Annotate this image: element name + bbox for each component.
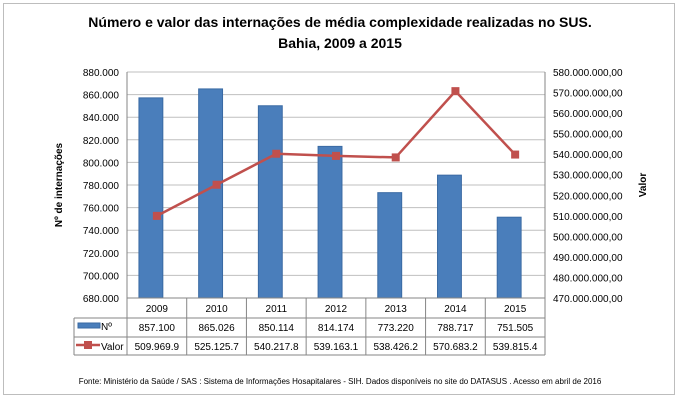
line-marker bbox=[212, 180, 221, 189]
y-tick-label: 860.000 bbox=[83, 91, 120, 102]
y-tick-label: 840.000 bbox=[83, 113, 120, 124]
line-marker bbox=[272, 149, 281, 158]
y-axis-label: Nº de internações bbox=[54, 142, 65, 227]
table-value-n: 788.717 bbox=[437, 323, 474, 334]
table-value-valor: 540.217.8 bbox=[254, 342, 299, 353]
chart-subtitle: Bahia, 2009 a 2015 bbox=[278, 35, 402, 51]
y2-tick-label: 540.000.000,00 bbox=[553, 150, 623, 161]
table-value-n: 865.026 bbox=[198, 323, 235, 334]
table-value-n: 773.220 bbox=[378, 323, 415, 334]
table-value-n: 751.505 bbox=[497, 323, 534, 334]
y-tick-label: 740.000 bbox=[83, 226, 120, 237]
legend-bar-key bbox=[77, 322, 101, 329]
y-tick-label: 880.000 bbox=[83, 68, 120, 79]
y2-tick-label: 510.000.000,00 bbox=[553, 212, 623, 223]
y2-tick-label: 580.000.000,00 bbox=[553, 68, 623, 79]
table-value-valor: 525.125.7 bbox=[194, 342, 239, 353]
legend-label-n: Nº bbox=[101, 322, 112, 333]
bar bbox=[317, 145, 343, 299]
line-marker bbox=[391, 153, 400, 162]
x-tick-label: 2009 bbox=[146, 304, 169, 315]
x-tick-label: 2010 bbox=[205, 304, 228, 315]
x-tick-label: 2012 bbox=[325, 304, 348, 315]
y2-tick-label: 550.000.000,00 bbox=[553, 130, 623, 141]
y-tick-label: 700.000 bbox=[83, 271, 120, 282]
legend-label-valor: Valor bbox=[101, 342, 124, 353]
line-marker bbox=[332, 151, 340, 160]
y-tick-label: 680.000 bbox=[83, 294, 120, 305]
x-tick-label: 2011 bbox=[266, 304, 288, 315]
y2-tick-label: 560.000.000,00 bbox=[553, 109, 623, 120]
y-tick-label: 800.000 bbox=[83, 158, 120, 169]
y-tick-label: 760.000 bbox=[83, 204, 120, 215]
line-marker bbox=[451, 87, 460, 96]
y2-tick-label: 530.000.000,00 bbox=[553, 171, 623, 182]
y-tick-label: 720.000 bbox=[83, 249, 120, 260]
bar bbox=[496, 216, 522, 299]
table-value-valor: 538.426.2 bbox=[373, 342, 418, 353]
bar bbox=[437, 174, 462, 299]
y2-tick-label: 470.000.000,00 bbox=[553, 294, 623, 305]
y2-tick-label: 480.000.000,00 bbox=[553, 273, 623, 284]
y2-tick-label: 500.000.000,00 bbox=[553, 232, 623, 243]
y-tick-label: 820.000 bbox=[83, 136, 120, 147]
table-value-valor: 539.815.4 bbox=[493, 342, 538, 353]
table-value-n: 814.174 bbox=[318, 323, 355, 334]
table-value-n: 850.114 bbox=[259, 323, 295, 334]
table-value-n: 857.100 bbox=[139, 323, 176, 334]
table-value-valor: 509.969.9 bbox=[135, 342, 180, 353]
x-tick-label: 2013 bbox=[385, 304, 408, 315]
y2-tick-label: 520.000.000,00 bbox=[553, 191, 623, 202]
bar bbox=[257, 105, 283, 299]
x-tick-label: 2014 bbox=[444, 304, 467, 315]
bar bbox=[377, 192, 403, 299]
y-tick-label: 780.000 bbox=[83, 181, 120, 192]
legend-marker-key bbox=[84, 341, 92, 349]
y2-tick-label: 490.000.000,00 bbox=[553, 253, 623, 264]
line-marker bbox=[511, 150, 520, 159]
y2-axis-label: Valor bbox=[638, 173, 649, 198]
table-value-valor: 570.683.2 bbox=[433, 342, 478, 353]
table-value-valor: 539.163.1 bbox=[314, 342, 359, 353]
x-tick-label: 2015 bbox=[504, 304, 527, 315]
line-marker bbox=[152, 211, 161, 220]
chart-frame bbox=[3, 3, 675, 395]
chart-title: Número e valor das internações de média … bbox=[88, 14, 591, 30]
bar bbox=[138, 97, 164, 299]
source-note: Fonte: Ministério da Saúde / SAS : Siste… bbox=[79, 377, 602, 386]
y2-tick-label: 570.000.000,00 bbox=[553, 89, 623, 100]
